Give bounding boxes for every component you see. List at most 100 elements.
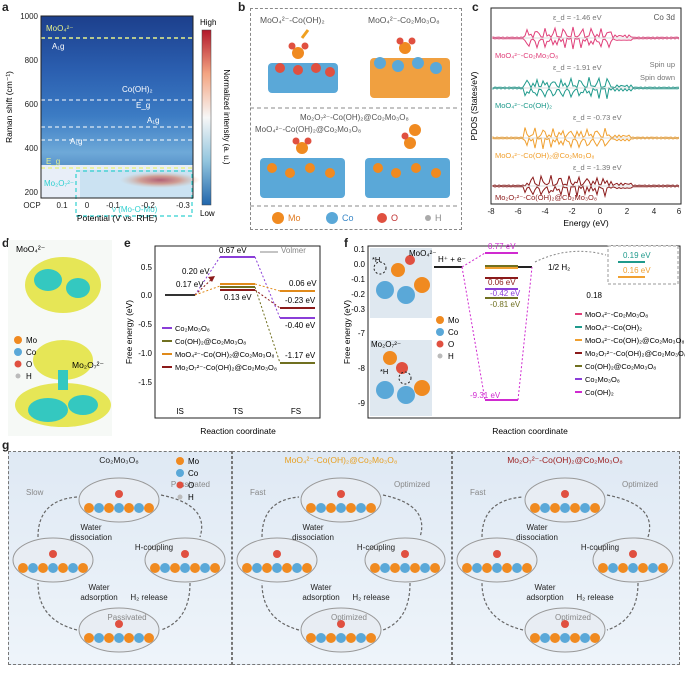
panel-g-atom — [550, 633, 560, 643]
panel-g-atom — [94, 633, 104, 643]
panel-g-atom — [316, 503, 326, 513]
panel-g-atom — [356, 503, 366, 513]
panel-c-xtick: -2 — [568, 207, 576, 216]
panel-a-xtick: OCP — [23, 201, 40, 210]
panel-g-atom — [282, 563, 292, 573]
panel-g-atom — [570, 633, 580, 643]
panel-g-atom — [561, 490, 569, 498]
panel-g-legend: H — [188, 493, 194, 502]
panel-e-legend: Co₂Mo₃O₈ — [175, 324, 210, 333]
panel-f-inset-value: 0.16 eV — [623, 266, 651, 275]
panel-g-atom — [560, 503, 570, 513]
panel-g-title: Mo₂O₇²⁻-Co(OH)₂@Co₂Mo₃O₈ — [507, 455, 623, 465]
panel-g-atom — [560, 633, 570, 643]
panel-g-atom — [561, 620, 569, 628]
panel-g-atom — [58, 563, 68, 573]
panel-f-struct-h: *H — [372, 255, 380, 264]
pdos-spin-down-trace — [492, 184, 680, 199]
panel-b-frame — [250, 8, 462, 230]
panel-g-atom — [380, 563, 390, 573]
panel-a-annotation: Co(OH)₂ — [122, 85, 153, 94]
panel-e-value: 0.67 eV — [219, 246, 247, 255]
panel-g-state — [236, 537, 318, 583]
panel-f-ytick: -9 — [358, 399, 366, 408]
panel-g-arrow — [160, 494, 203, 538]
o-atom-icon — [176, 481, 184, 489]
panel-c-ed: ε_d = -1.46 eV — [553, 13, 602, 22]
panel-g-atom — [124, 503, 134, 513]
mo-atom-icon — [272, 212, 284, 224]
panel-g-arrow — [481, 496, 524, 538]
panel-c-xlabel: Energy (eV) — [563, 218, 609, 228]
panel-f-atom: O — [448, 340, 454, 349]
panel-g-label-text: H₂ release — [576, 593, 614, 602]
panel-f-value: -9.31 eV — [470, 391, 501, 400]
panel-e-ytick: 0.5 — [141, 263, 153, 272]
panel-g-atom — [190, 563, 200, 573]
panel-g-atom — [78, 563, 88, 573]
panel-g-atom — [590, 503, 600, 513]
panel-c-xtick: 6 — [677, 207, 682, 216]
panel-g-atom — [104, 633, 114, 643]
panel-g-atom — [242, 563, 252, 573]
panel-f-ytick: -7 — [358, 329, 366, 338]
panel-c-xtick: 0 — [598, 207, 603, 216]
panel-g-arrow — [382, 582, 411, 631]
panel-b-legend: Mo — [288, 213, 301, 223]
panel-e-value: 0.06 eV — [289, 279, 317, 288]
panel-g-title: Co₂Mo₃O₈ — [99, 455, 139, 465]
panel-f-ylabel: Free energy (eV) — [342, 300, 352, 364]
panel-f-legend: MoO₄²⁻-Co(OH)₂@Co₂Mo₃O₈ — [585, 336, 685, 345]
panel-g-atom — [482, 563, 492, 573]
panel-e-value: -1.17 eV — [285, 351, 316, 360]
panel-c-co3d: Co 3d — [654, 13, 675, 22]
panel-g-atom — [68, 563, 78, 573]
panel-g-label-text: Passivated — [171, 480, 210, 489]
panel-g-atom — [144, 503, 154, 513]
panel-d-label: d — [2, 236, 10, 250]
mo-atom-icon — [436, 316, 444, 324]
co-atom-icon — [436, 328, 444, 336]
panel-g-atom — [638, 563, 648, 573]
panel-g-legend: Mo — [188, 457, 200, 466]
panel-g-label-text: Water — [534, 583, 555, 592]
panel-g-atom — [180, 563, 190, 573]
panel-f-value: 0.06 eV — [488, 278, 516, 287]
panel-g-label-text: adsorption — [302, 593, 339, 602]
panel-g-label-text: Fast — [250, 488, 266, 497]
panel-g-atom — [337, 490, 345, 498]
panel-c-trace-label: MoO₄²⁻-Co(OH)₂@Co₂Mo₃O₈ — [495, 151, 595, 160]
panel-g-atom — [144, 633, 154, 643]
panel-f-ytick: -8 — [358, 364, 366, 373]
panel-g-atom — [598, 563, 608, 573]
panel-b-structure-3 — [260, 137, 345, 198]
panel-a-annotation: E_g — [46, 157, 60, 166]
panel-a-annotation: A₁g — [70, 137, 82, 146]
panel-f-hlabel: H⁺ + e⁻ — [438, 255, 466, 264]
panel-a-xlabel: Potential (V vs. RHE) — [77, 213, 157, 223]
panel-g-legend: Co — [188, 469, 199, 478]
panel-d-bottom-label: Mo₂O₇²⁻ — [72, 360, 104, 370]
panel-g-atom — [580, 633, 590, 643]
panel-g-atom — [502, 563, 512, 573]
panel-f-atom: Mo — [448, 316, 460, 325]
panel-c-spin-down: Spin down — [640, 73, 675, 82]
panel-g-atom — [580, 503, 590, 513]
pdos-spin-up-trace — [492, 127, 680, 139]
panel-g-state — [300, 477, 382, 523]
panel-c-pdos: -8 -6 -4 -2 0 2 4 6 Energy (eV) PDOS (St… — [469, 7, 682, 228]
panel-e-volmer: 0.5 0.0 -0.5 -1.0 -1.5 Free energy (eV) … — [124, 245, 321, 436]
panel-g-atom — [134, 503, 144, 513]
panel-g-atom — [84, 503, 94, 513]
panel-d-legend: O — [26, 360, 32, 369]
panel-a-xtick: 0 — [85, 201, 90, 210]
panel-g-state — [12, 537, 94, 583]
panel-f-value: 0.77 eV — [488, 242, 516, 251]
panel-g-label-text: Water — [310, 583, 331, 592]
panel-g-atom — [530, 503, 540, 513]
panel-g-atom — [181, 550, 189, 558]
panel-g-state — [524, 477, 606, 523]
panel-f-ytick: 0.1 — [354, 245, 366, 254]
panel-e-label: e — [124, 236, 131, 250]
o-atom-icon — [14, 360, 22, 368]
